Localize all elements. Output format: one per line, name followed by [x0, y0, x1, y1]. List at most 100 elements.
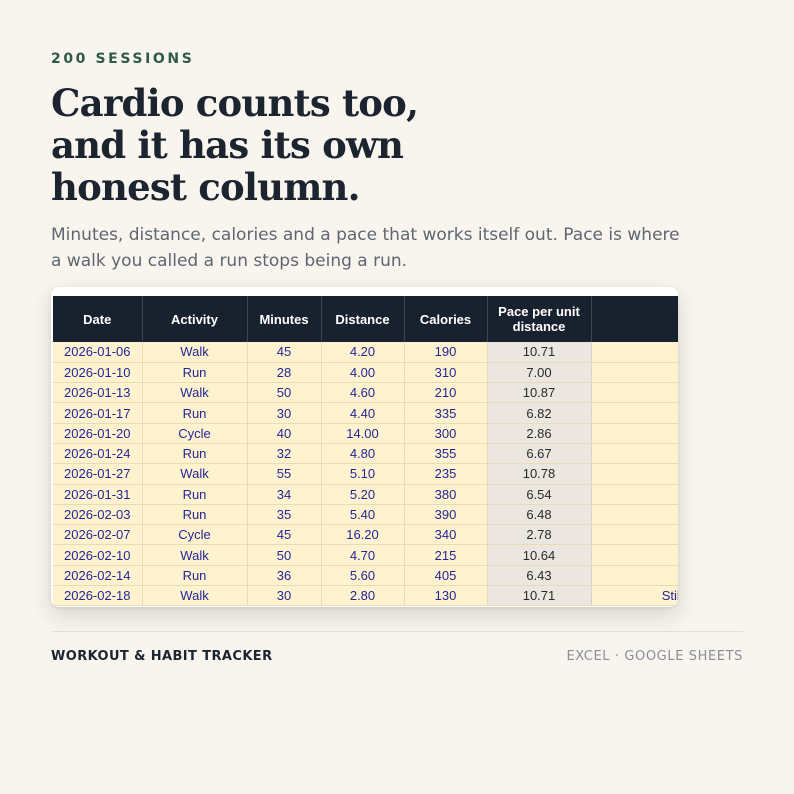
activity-cell[interactable]: Walk [142, 544, 248, 566]
calories-cell[interactable]: 130 [404, 585, 488, 607]
table-row: 2026-01-20 Cycle 40 14.00 300 2.86 [53, 423, 678, 444]
column-header-distance[interactable]: Distance [321, 296, 405, 342]
pace-cell[interactable]: 10.64 [487, 544, 592, 566]
pace-cell[interactable]: 10.71 [487, 342, 592, 363]
activity-cell[interactable]: Run [142, 402, 248, 424]
calories-cell[interactable]: 355 [404, 443, 488, 465]
notes-cell[interactable] [591, 423, 678, 444]
activity-cell[interactable]: Walk [142, 463, 248, 485]
distance-cell[interactable]: 4.20 [321, 342, 405, 363]
activity-cell[interactable]: Walk [142, 382, 248, 404]
calories-cell[interactable]: 235 [404, 463, 488, 485]
activity-cell[interactable]: Run [142, 362, 248, 384]
notes-cell[interactable] [591, 463, 678, 485]
notes-cell[interactable] [591, 484, 678, 505]
pace-cell[interactable]: 10.78 [487, 463, 592, 485]
column-header-calories[interactable]: Calories [404, 296, 488, 342]
distance-cell[interactable]: 4.00 [321, 362, 405, 384]
minutes-cell[interactable]: 50 [247, 382, 322, 404]
date-cell[interactable]: 2026-02-14 [53, 565, 143, 587]
notes-cell[interactable]: B [591, 565, 678, 587]
notes-cell[interactable] [591, 443, 678, 465]
distance-cell[interactable]: 16.20 [321, 524, 405, 546]
calories-cell[interactable]: 210 [404, 382, 488, 404]
pace-cell[interactable]: 10.87 [487, 382, 592, 404]
calories-cell[interactable]: 340 [404, 524, 488, 546]
notes-cell[interactable] [591, 504, 678, 526]
date-cell[interactable]: 2026-01-24 [53, 443, 143, 465]
minutes-cell[interactable]: 45 [247, 342, 322, 363]
distance-cell[interactable]: 5.40 [321, 504, 405, 526]
distance-cell[interactable]: 14.00 [321, 423, 405, 444]
calories-cell[interactable]: 335 [404, 402, 488, 424]
column-header-minutes[interactable]: Minutes [247, 296, 322, 342]
minutes-cell[interactable]: 50 [247, 544, 322, 566]
minutes-cell[interactable]: 30 [247, 402, 322, 424]
notes-cell[interactable]: Still coug [591, 585, 678, 607]
calories-cell[interactable]: 390 [404, 504, 488, 526]
notes-cell[interactable]: L [591, 342, 678, 363]
distance-cell[interactable]: 2.80 [321, 585, 405, 607]
notes-cell[interactable] [591, 544, 678, 566]
pace-cell[interactable]: 2.86 [487, 423, 592, 444]
calories-cell[interactable]: 215 [404, 544, 488, 566]
activity-cell[interactable]: Run [142, 565, 248, 587]
minutes-cell[interactable]: 30 [247, 585, 322, 607]
activity-cell[interactable]: Run [142, 484, 248, 505]
distance-cell[interactable]: 4.60 [321, 382, 405, 404]
date-cell[interactable]: 2026-01-13 [53, 382, 143, 404]
notes-cell[interactable] [591, 362, 678, 384]
minutes-cell[interactable]: 40 [247, 423, 322, 444]
column-header-activity[interactable]: Activity [142, 296, 248, 342]
date-cell[interactable]: 2026-01-10 [53, 362, 143, 384]
date-cell[interactable]: 2026-01-20 [53, 423, 143, 444]
date-cell[interactable]: 2026-02-07 [53, 524, 143, 546]
pace-cell[interactable]: 6.67 [487, 443, 592, 465]
pace-cell[interactable]: 6.54 [487, 484, 592, 505]
minutes-cell[interactable]: 34 [247, 484, 322, 505]
minutes-cell[interactable]: 32 [247, 443, 322, 465]
distance-cell[interactable]: 5.10 [321, 463, 405, 485]
date-cell[interactable]: 2026-02-03 [53, 504, 143, 526]
date-cell[interactable]: 2026-02-10 [53, 544, 143, 566]
minutes-cell[interactable]: 28 [247, 362, 322, 384]
activity-cell[interactable]: Walk [142, 585, 248, 607]
column-header-notes[interactable] [591, 296, 678, 342]
pace-cell[interactable]: 6.48 [487, 504, 592, 526]
activity-cell[interactable]: Cycle [142, 524, 248, 546]
pace-cell[interactable]: 10.71 [487, 585, 592, 607]
pace-cell[interactable]: 7.00 [487, 362, 592, 384]
date-cell[interactable]: 2026-01-17 [53, 402, 143, 424]
calories-cell[interactable]: 310 [404, 362, 488, 384]
activity-cell[interactable]: Walk [142, 342, 248, 363]
notes-cell[interactable] [591, 402, 678, 424]
date-cell[interactable]: 2026-01-06 [53, 342, 143, 363]
minutes-cell[interactable]: 45 [247, 524, 322, 546]
minutes-cell[interactable]: 55 [247, 463, 322, 485]
pace-cell[interactable]: 6.43 [487, 565, 592, 587]
distance-cell[interactable]: 4.80 [321, 443, 405, 465]
distance-cell[interactable]: 4.40 [321, 402, 405, 424]
calories-cell[interactable]: 380 [404, 484, 488, 505]
column-header-date[interactable]: Date [53, 296, 143, 342]
notes-cell[interactable] [591, 524, 678, 546]
column-header-pace[interactable]: Pace per unit distance [487, 296, 592, 342]
distance-cell[interactable]: 4.70 [321, 544, 405, 566]
pace-cell[interactable]: 2.78 [487, 524, 592, 546]
notes-cell[interactable] [591, 382, 678, 404]
distance-cell[interactable]: 5.20 [321, 484, 405, 505]
minutes-cell[interactable]: 36 [247, 565, 322, 587]
calories-cell[interactable]: 405 [404, 565, 488, 587]
cardio-log-table: Date Activity Minutes Distance Calories … [53, 296, 678, 607]
date-cell[interactable]: 2026-01-27 [53, 463, 143, 485]
activity-cell[interactable]: Run [142, 504, 248, 526]
distance-cell[interactable]: 5.60 [321, 565, 405, 587]
activity-cell[interactable]: Cycle [142, 423, 248, 444]
date-cell[interactable]: 2026-01-31 [53, 484, 143, 505]
calories-cell[interactable]: 300 [404, 423, 488, 444]
activity-cell[interactable]: Run [142, 443, 248, 465]
pace-cell[interactable]: 6.82 [487, 402, 592, 424]
minutes-cell[interactable]: 35 [247, 504, 322, 526]
calories-cell[interactable]: 190 [404, 342, 488, 363]
date-cell[interactable]: 2026-02-18 [53, 585, 143, 607]
